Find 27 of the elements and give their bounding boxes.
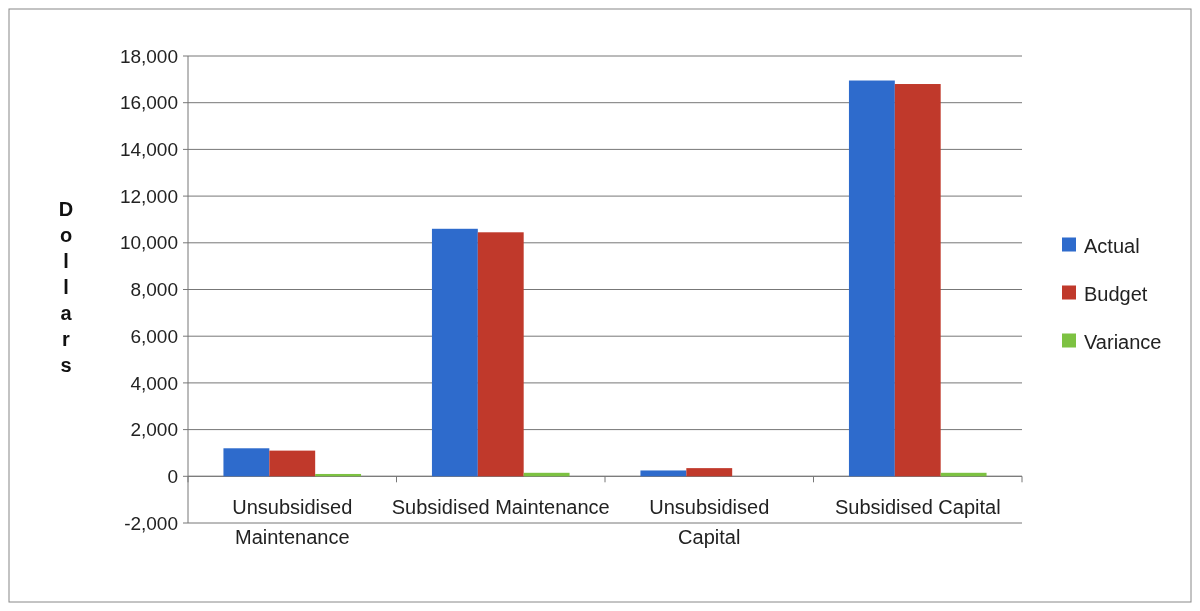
y-axis-title: Dollars bbox=[58, 197, 74, 376]
bar bbox=[640, 470, 687, 477]
y-tick-label: 2,000 bbox=[130, 419, 178, 441]
y-tick-label: 10,000 bbox=[119, 232, 178, 254]
y-tick-label: 8,000 bbox=[130, 279, 178, 301]
bar bbox=[269, 450, 316, 477]
legend-label: Variance bbox=[1084, 330, 1162, 353]
x-tick-label: Subsidised Maintenance bbox=[391, 496, 610, 519]
legend-label: Actual bbox=[1084, 234, 1140, 257]
y-tick-label: 6,000 bbox=[130, 325, 178, 347]
bar bbox=[223, 448, 270, 477]
y-tick-label: 4,000 bbox=[130, 372, 178, 394]
bar bbox=[686, 468, 733, 477]
y-tick-label: 14,000 bbox=[119, 139, 178, 161]
y-tick-label: 12,000 bbox=[119, 185, 178, 207]
y-tick-label: 16,000 bbox=[119, 92, 178, 114]
x-tick-label: Unsubsidised Capital bbox=[649, 496, 770, 549]
y-tick-label: 0 bbox=[167, 465, 178, 487]
bar bbox=[894, 84, 941, 477]
bar bbox=[848, 80, 895, 477]
y-tick-label: -2,000 bbox=[124, 512, 178, 534]
x-tick-label: Unsubsidised Maintenance bbox=[232, 496, 353, 549]
y-tick-label: 18,000 bbox=[119, 45, 178, 67]
bar bbox=[431, 228, 478, 477]
legend-label: Budget bbox=[1084, 282, 1148, 305]
x-tick-label: Subsidised Capital bbox=[834, 496, 1001, 519]
bar bbox=[477, 232, 524, 477]
